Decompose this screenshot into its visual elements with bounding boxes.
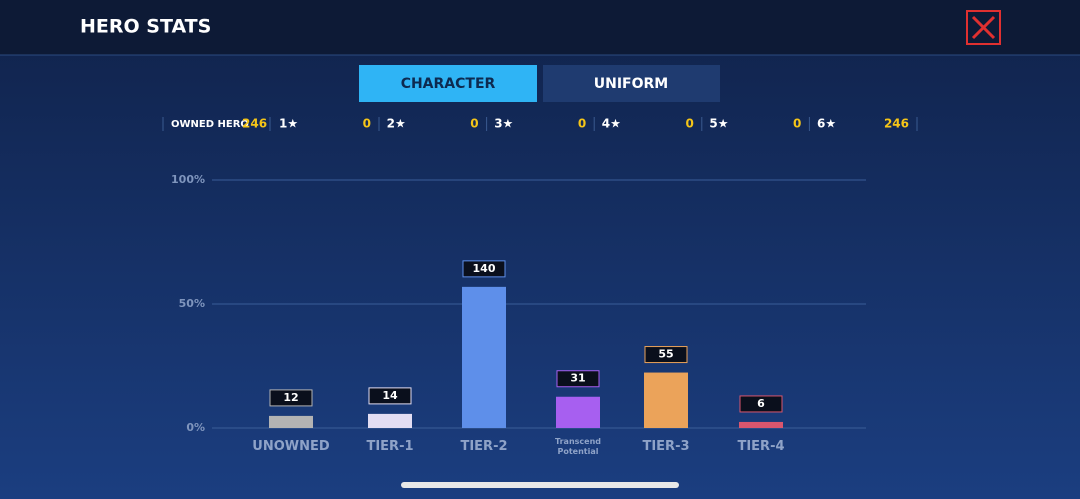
star-count: 246: [884, 117, 909, 131]
tab[interactable]: [543, 65, 720, 102]
bar: [269, 415, 313, 428]
star-count: 0: [793, 117, 801, 131]
star-label: 5★: [709, 117, 728, 131]
value-label: 55: [658, 348, 673, 361]
x-tick-label-box: TIER-2: [460, 439, 508, 454]
x-tick-label: TIER-2: [460, 439, 508, 454]
y-tick-label: 100%: [171, 173, 205, 186]
value-label: 140: [473, 262, 496, 275]
value-label-box: [556, 370, 600, 388]
home-indicator: [401, 482, 679, 488]
value-label: 14: [382, 389, 398, 402]
star-label: 6★: [817, 117, 836, 131]
star-count: 0: [685, 117, 693, 131]
star-label: 3★: [494, 117, 513, 131]
star-label: 2★: [387, 117, 406, 131]
x-tick-label: TIER-1: [366, 439, 414, 454]
owned-total: 246: [242, 117, 267, 131]
x-tick-label-box: TIER-1: [366, 439, 414, 454]
star-count: 0: [470, 117, 478, 131]
star-label: 1★: [279, 117, 298, 131]
star-count: 0: [578, 117, 586, 131]
value-label-box: [462, 260, 506, 278]
bar: [368, 413, 412, 428]
x-tick-label: Transcend Potential: [555, 437, 601, 456]
x-tick-label-box: Transcend Potential: [555, 437, 601, 456]
owned-label: OWNED HERO: [171, 119, 249, 130]
close-button[interactable]: [966, 10, 1001, 45]
header-title: HERO STATS: [80, 16, 211, 38]
bar: [462, 286, 506, 428]
value-label-box: [644, 346, 688, 364]
value-label-box: [269, 389, 313, 407]
star-count: 0: [363, 117, 371, 131]
x-tick-label: TIER-3: [642, 439, 690, 454]
x-tick-label-box: TIER-4: [737, 439, 785, 454]
y-tick-label: 50%: [179, 297, 205, 310]
value-label: 31: [570, 372, 585, 385]
header-bar: [0, 0, 1080, 55]
bar: [556, 396, 600, 428]
value-label: 12: [283, 391, 298, 404]
value-label-box: [739, 395, 783, 413]
tab-label[interactable]: CHARACTER: [401, 76, 496, 92]
x-tick-label-box: TIER-3: [642, 439, 690, 454]
bar: [739, 421, 783, 428]
value-label: 6: [757, 397, 765, 410]
bar: [644, 372, 688, 428]
x-tick-label-box: UNOWNED: [252, 439, 330, 454]
star-label: 4★: [602, 117, 621, 131]
x-tick-label: TIER-4: [737, 439, 785, 454]
tab-active[interactable]: [359, 65, 537, 102]
tab-label[interactable]: UNIFORM: [594, 76, 668, 92]
y-tick-label: 0%: [186, 421, 205, 434]
value-label-box: [368, 387, 412, 405]
x-tick-label: UNOWNED: [252, 439, 330, 454]
